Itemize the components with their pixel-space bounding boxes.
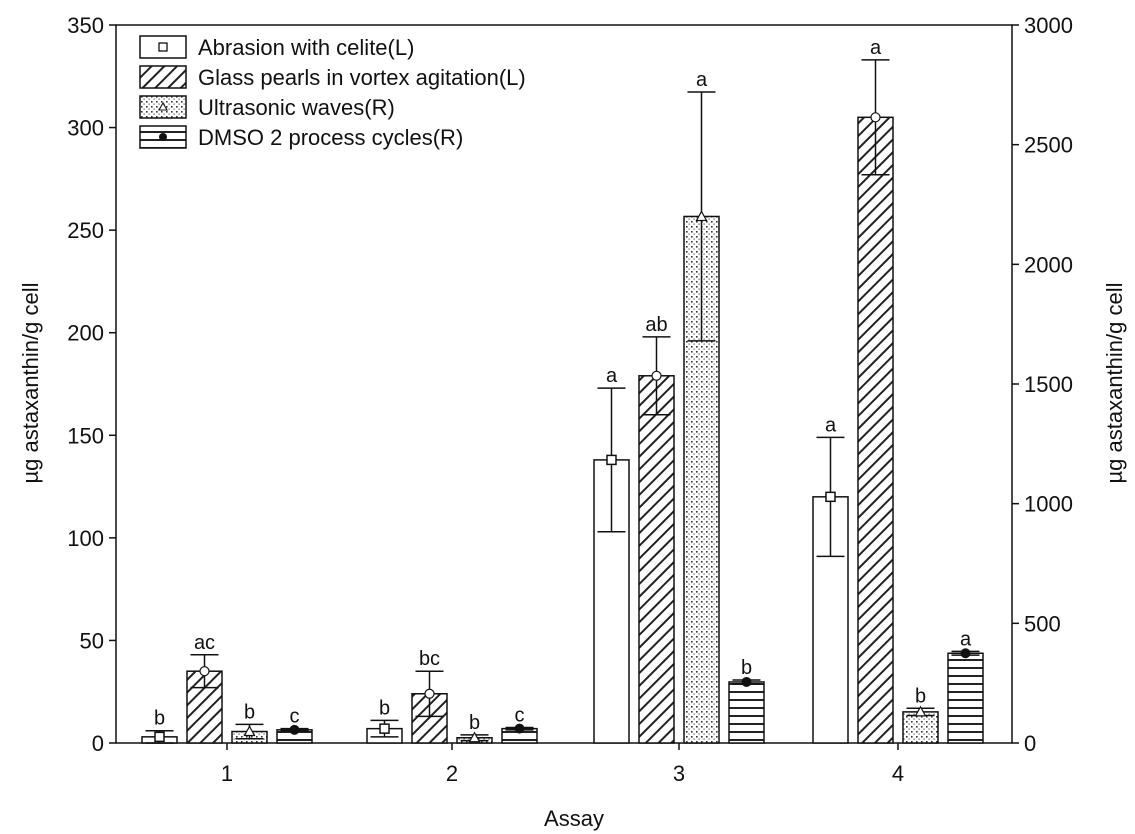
left-tick-label: 350 [67,13,104,38]
right-axis-ticks: 0 500 1000 1500 2000 2500 3000 [1012,13,1073,756]
x-tick-label: 1 [221,761,233,786]
mean-marker [468,731,481,743]
left-tick-label: 150 [67,423,104,448]
x-tick-label: 2 [446,761,458,786]
x-axis-title: Assay [544,806,604,831]
left-axis-title: µg astaxanthin/g cell [18,282,43,483]
significance-label: b [154,708,165,730]
mean-marker [243,725,256,737]
significance-label: b [379,697,390,719]
mean-marker [651,370,662,381]
right-tick-label: 2500 [1024,133,1073,158]
mean-marker [514,723,525,734]
significance-label: c [515,704,525,726]
significance-label: b [244,701,255,723]
legend-marker [158,42,168,52]
right-tick-label: 500 [1024,611,1061,636]
mean-marker [199,666,210,677]
mean-marker [741,676,752,687]
mean-marker [606,454,617,466]
mean-marker [695,210,708,222]
x-tick-label: 3 [673,761,685,786]
right-axis-title: µg astaxanthin/g cell [1102,282,1127,483]
bar [947,652,984,744]
significance-label: a [960,628,972,650]
bar [728,681,765,744]
mean-marker [424,688,435,699]
legend-label: Abrasion with celite(L) [198,35,414,60]
left-tick-label: 300 [67,116,104,141]
mean-marker [870,112,881,123]
left-tick-label: 50 [80,628,104,653]
x-tick-label: 4 [892,761,904,786]
bar-series-group [141,116,984,744]
x-axis-ticks: 1 2 3 4 [221,743,904,786]
significance-label: c [290,706,300,728]
right-tick-label: 3000 [1024,13,1073,38]
significance-label: bc [419,648,440,670]
mean-marker [914,705,927,717]
significance-label: ac [194,632,215,654]
mean-marker [379,723,390,734]
right-tick-label: 0 [1024,731,1036,756]
left-tick-label: 100 [67,526,104,551]
left-tick-label: 0 [92,731,104,756]
right-tick-label: 2000 [1024,252,1073,277]
significance-label: a [870,37,882,59]
legend-marker [159,133,167,141]
bar [857,116,894,744]
significance-label: b [469,712,480,734]
left-axis-ticks: 0 50 100 150 200 250 300 350 [67,13,116,756]
significance-label: b [915,685,926,707]
legend-swatch [139,65,187,89]
error-bar-group [145,59,980,744]
left-tick-label: 250 [67,218,104,243]
legend-label: DMSO 2 process cycles(R) [198,125,463,150]
significance-label: a [696,69,708,91]
significance-label: ab [645,314,667,336]
right-tick-label: 1000 [1024,492,1073,517]
right-tick-label: 1500 [1024,372,1073,397]
legend-marker [158,101,168,111]
mean-marker [289,724,300,735]
legend-label: Ultrasonic waves(R) [198,95,395,120]
significance-label: b [741,657,752,679]
mean-marker [154,731,165,743]
legend: Abrasion with celite(L) Glass pearls in v… [139,35,526,150]
left-tick-label: 200 [67,321,104,346]
bar [902,711,939,744]
mean-marker [960,648,971,659]
significance-label: a [606,365,618,387]
mean-marker [825,491,836,503]
bar [638,375,675,744]
legend-label: Glass pearls in vortex agitation(L) [198,65,526,90]
significance-label: a [825,414,837,436]
